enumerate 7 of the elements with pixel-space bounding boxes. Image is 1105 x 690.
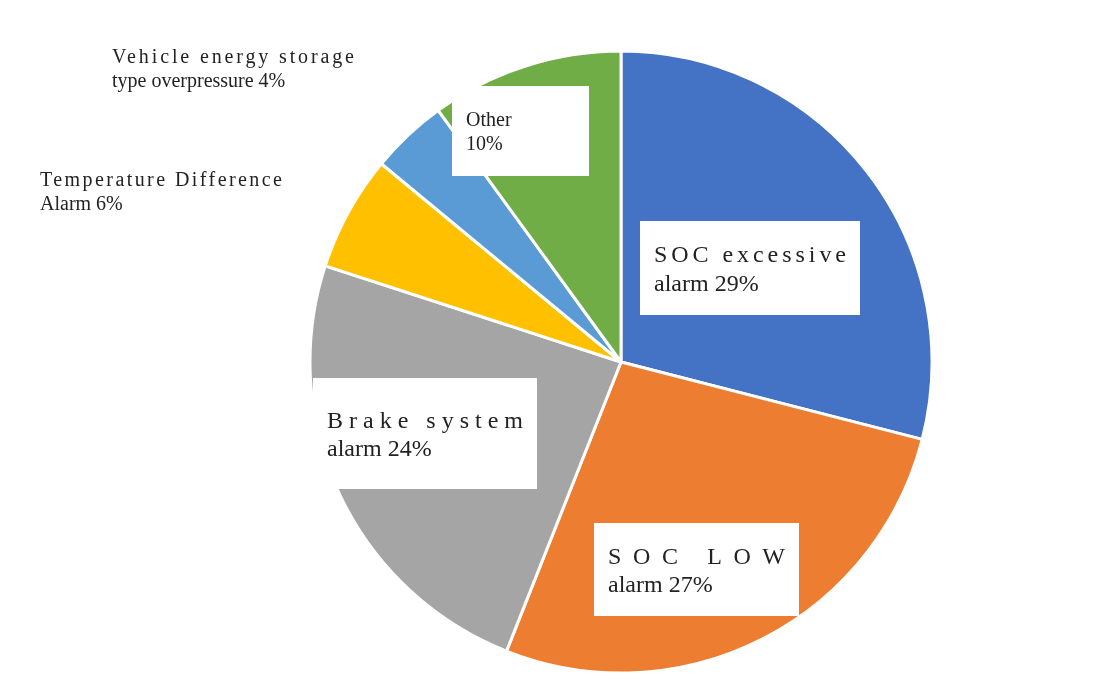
slice-label: Other — [466, 108, 512, 130]
data-label: 10% — [466, 132, 503, 154]
slice-label: SOC LOW alarm 27% — [608, 542, 786, 598]
slice-label: Brake system alarm 24% — [327, 406, 524, 462]
slice-label: SOC excessive alarm 29% — [654, 241, 846, 296]
slice-label: Temperature Difference Alarm 6% — [40, 168, 283, 214]
slice-label: Vehicle energy storage type overpressure 4% — [112, 45, 355, 92]
